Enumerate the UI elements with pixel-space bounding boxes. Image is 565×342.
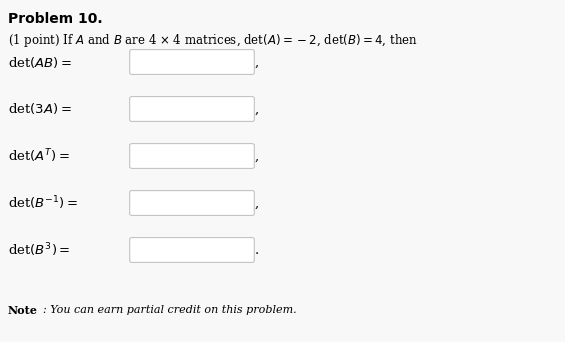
Text: ,: , (255, 103, 259, 116)
FancyBboxPatch shape (130, 238, 254, 262)
FancyBboxPatch shape (130, 50, 254, 74)
Text: det$(3A) =$: det$(3A) =$ (8, 102, 72, 117)
Text: ,: , (255, 197, 259, 210)
Text: det$(AB) =$: det$(AB) =$ (8, 54, 72, 69)
Text: ,: , (255, 149, 259, 162)
Text: det$(A^T) =$: det$(A^T) =$ (8, 147, 70, 165)
FancyBboxPatch shape (130, 190, 254, 215)
FancyBboxPatch shape (130, 144, 254, 168)
Text: .: . (255, 244, 259, 256)
Text: (1 point) If $A$ and $B$ are 4 $\times$ 4 matrices, det$(A) = -2$, det$(B) = 4$,: (1 point) If $A$ and $B$ are 4 $\times$ … (8, 32, 418, 49)
Text: det$(B^3) =$: det$(B^3) =$ (8, 241, 71, 259)
Text: ,: , (255, 55, 259, 68)
FancyBboxPatch shape (130, 97, 254, 121)
Text: : You can earn partial credit on this problem.: : You can earn partial credit on this pr… (43, 305, 297, 315)
Text: Note: Note (8, 305, 38, 316)
Text: det$(B^{-1}) =$: det$(B^{-1}) =$ (8, 194, 78, 212)
Text: Problem 10.: Problem 10. (8, 12, 103, 26)
